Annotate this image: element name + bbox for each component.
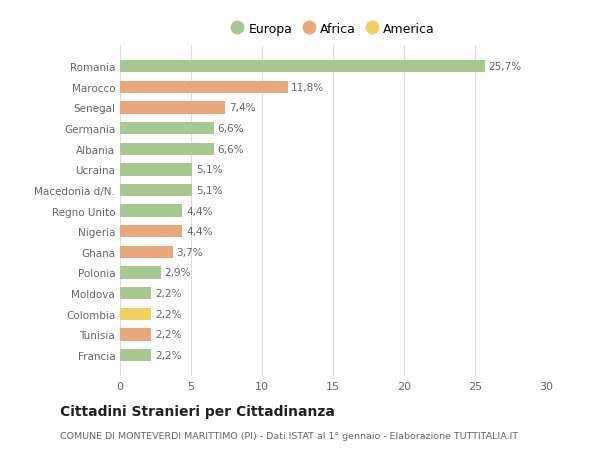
Text: 6,6%: 6,6%: [217, 124, 244, 134]
Text: 2,9%: 2,9%: [165, 268, 191, 278]
Text: 2,2%: 2,2%: [155, 288, 181, 298]
Text: 7,4%: 7,4%: [229, 103, 255, 113]
Text: 25,7%: 25,7%: [488, 62, 521, 72]
Text: 2,2%: 2,2%: [155, 309, 181, 319]
Text: 5,1%: 5,1%: [196, 185, 223, 196]
Text: COMUNE DI MONTEVERDI MARITTIMO (PI) - Dati ISTAT al 1° gennaio - Elaborazione TU: COMUNE DI MONTEVERDI MARITTIMO (PI) - Da…: [60, 431, 518, 440]
Bar: [120, 164, 193, 176]
Bar: [120, 82, 287, 94]
Text: 2,2%: 2,2%: [155, 350, 181, 360]
Bar: [120, 287, 151, 300]
Bar: [120, 123, 214, 135]
Bar: [120, 329, 151, 341]
Bar: [120, 308, 151, 320]
Text: 4,4%: 4,4%: [186, 227, 212, 237]
Legend: Europa, Africa, America: Europa, Africa, America: [227, 19, 439, 39]
Bar: [120, 225, 182, 238]
Text: 6,6%: 6,6%: [217, 145, 244, 154]
Bar: [120, 185, 193, 197]
Text: Cittadini Stranieri per Cittadinanza: Cittadini Stranieri per Cittadinanza: [60, 404, 335, 419]
Text: 5,1%: 5,1%: [196, 165, 223, 175]
Text: 4,4%: 4,4%: [186, 206, 212, 216]
Bar: [120, 61, 485, 73]
Bar: [120, 205, 182, 217]
Text: 2,2%: 2,2%: [155, 330, 181, 340]
Bar: [120, 102, 225, 114]
Bar: [120, 246, 173, 258]
Bar: [120, 143, 214, 156]
Text: 11,8%: 11,8%: [291, 83, 324, 93]
Bar: [120, 349, 151, 361]
Bar: [120, 267, 161, 279]
Text: 3,7%: 3,7%: [176, 247, 203, 257]
